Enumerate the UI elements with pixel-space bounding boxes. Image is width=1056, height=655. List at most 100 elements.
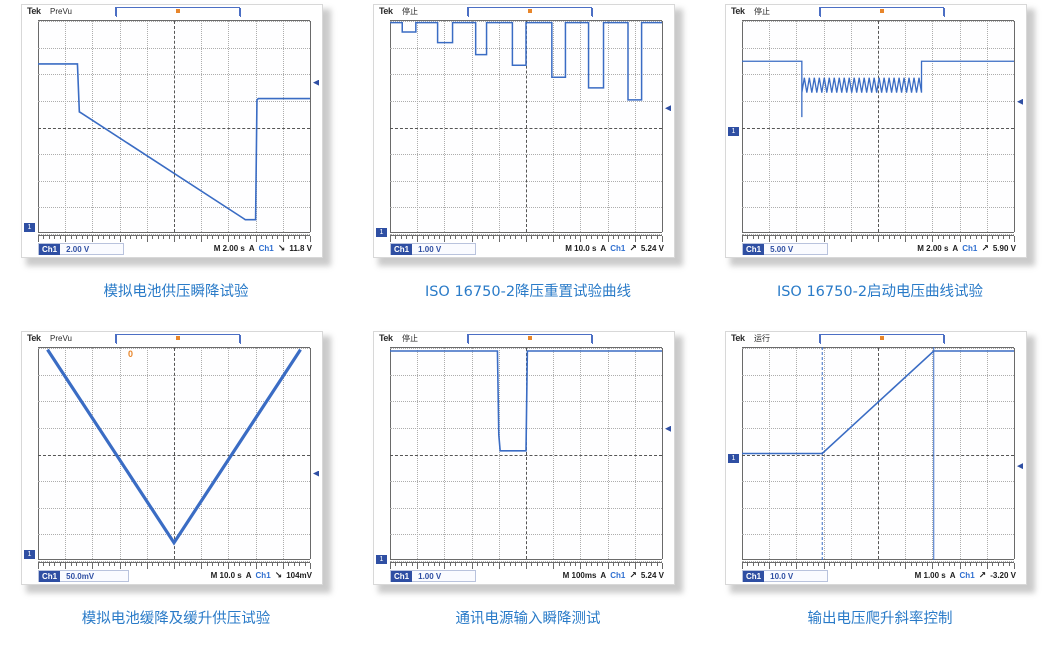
scope-screenshot: Tek 停止 1 Ch1 1.00 V M 10.0 s A Ch1 ↗ 5.24 V	[373, 4, 683, 266]
panel-caption: 输出电压爬升斜率控制	[807, 611, 953, 627]
time-ruler	[742, 235, 1015, 242]
scope-top-bar: Tek PreVu	[22, 332, 322, 347]
waveform-trace	[38, 20, 310, 233]
trigger-readout[interactable]: M 1.00 s A Ch1 ↗ -3.20 V	[915, 570, 1016, 581]
channel-badge: Ch1	[391, 243, 413, 255]
channel-readout[interactable]: Ch1 10.0 V	[742, 570, 829, 582]
trigger-channel: Ch1	[610, 571, 626, 580]
trigger-level-marker	[1017, 98, 1023, 105]
readout-bar: Ch1 1.00 V M 10.0 s A Ch1 ↗ 5.24 V	[374, 235, 674, 257]
trigger-level-readout: 104mV	[286, 571, 312, 580]
acquisition-state: 停止	[754, 7, 770, 16]
panel-caption: 通讯电源输入瞬降测试	[455, 611, 601, 627]
panel-caption: 模拟电池供压瞬降试验	[103, 284, 249, 300]
channel-vertical-scale: 50.0mV	[66, 571, 95, 581]
trigger-level-marker	[313, 79, 319, 86]
trigger-slope-icon: ↘	[277, 243, 286, 253]
ground-marker-glyph: 1	[27, 551, 32, 559]
trigger-source-prefix: A	[245, 571, 252, 580]
waveform-trace	[742, 20, 1014, 233]
time-ruler	[38, 562, 311, 569]
scope-top-bar: Tek 停止	[374, 5, 674, 20]
time-ruler	[390, 235, 663, 242]
record-position-bar	[115, 334, 241, 344]
ground-marker-glyph: 1	[731, 127, 736, 135]
trigger-channel: Ch1	[610, 244, 626, 253]
channel-readout[interactable]: Ch1 1.00 V	[390, 243, 477, 255]
tek-logo: Tek	[27, 6, 41, 16]
trigger-level-readout: -3.20 V	[990, 571, 1016, 580]
acquisition-state: PreVu	[50, 334, 72, 343]
waveform-trace	[390, 20, 662, 233]
channel-readout[interactable]: Ch1 5.00 V	[742, 243, 829, 255]
trigger-level-marker	[313, 470, 319, 477]
channel-vertical-scale: 1.00 V	[418, 244, 442, 254]
channel-badge: Ch1	[743, 243, 765, 255]
readout-bar: Ch1 1.00 V M 100ms A Ch1 ↗ 5.24 V	[374, 562, 674, 584]
trigger-readout[interactable]: M 100ms A Ch1 ↗ 5.24 V	[563, 570, 664, 581]
trigger-readout[interactable]: M 10.0 s A Ch1 ↗ 5.24 V	[565, 243, 664, 254]
panel-caption: ISO 16750-2降压重置试验曲线	[424, 284, 632, 300]
trigger-source-prefix: A	[248, 244, 255, 253]
acquisition-state: 停止	[402, 334, 418, 343]
channel-readout[interactable]: Ch1 2.00 V	[38, 243, 125, 255]
scope-panel-5: Tek 停止 1 Ch1 1.00 V M 100ms A Ch1 ↗ 5.24 V 通讯电源输入瞬…	[352, 327, 704, 654]
trigger-readout[interactable]: M 10.0 s A Ch1 ↘ 104mV	[211, 570, 312, 581]
time-ruler	[38, 235, 311, 242]
trigger-source-prefix: A	[952, 244, 959, 253]
scope-top-bar: Tek PreVu	[22, 5, 322, 20]
channel-badge: Ch1	[39, 570, 61, 582]
channel-vertical-scale: 1.00 V	[418, 571, 442, 581]
readout-bar: Ch1 50.0mV M 10.0 s A Ch1 ↘ 104mV	[22, 562, 322, 584]
tek-logo: Tek	[731, 6, 745, 16]
trigger-level-marker	[665, 425, 671, 432]
record-position-bar	[115, 7, 241, 17]
channel-vertical-scale: 10.0 V	[770, 571, 794, 581]
channel-readout[interactable]: Ch1 50.0mV	[38, 570, 130, 582]
channel-ground-marker: 1	[728, 453, 739, 463]
trigger-slope-icon: ↗	[978, 570, 987, 580]
channel-badge: Ch1	[391, 570, 413, 582]
timebase-readout: M 2.00 s	[917, 244, 949, 253]
scope-screen: Tek 停止 1 Ch1 5.00 V M 2.00 s A Ch1 ↗ 5.90 V	[725, 4, 1027, 258]
tek-logo: Tek	[379, 333, 393, 343]
scope-screen: Tek 停止 1 Ch1 1.00 V M 100ms A Ch1 ↗ 5.24 V	[373, 331, 675, 585]
record-position-bar	[819, 334, 945, 344]
scope-screenshot: Tek 停止 1 Ch1 5.00 V M 2.00 s A Ch1 ↗ 5.90 V	[725, 4, 1035, 266]
channel-ground-marker: 1	[376, 227, 387, 237]
graticule	[742, 20, 1015, 235]
readout-bar: Ch1 5.00 V M 2.00 s A Ch1 ↗ 5.90 V	[726, 235, 1026, 257]
tek-logo: Tek	[27, 333, 41, 343]
trigger-slope-icon: ↘	[274, 570, 283, 580]
trigger-readout[interactable]: M 2.00 s A Ch1 ↘ 11.8 V	[214, 243, 312, 254]
channel-vertical-scale: 5.00 V	[770, 244, 794, 254]
trigger-level-readout: 5.24 V	[640, 244, 664, 253]
time-ruler	[742, 562, 1015, 569]
channel-readout[interactable]: Ch1 1.00 V	[390, 570, 477, 582]
trigger-channel: Ch1	[255, 571, 271, 580]
scope-screen: Tek PreVu 1 0 Ch1 50.0mV M 10.0 s A Ch1 ↘ 104mV	[21, 331, 323, 585]
channel-ground-marker: 1	[24, 550, 35, 560]
ground-marker-glyph: 1	[379, 228, 384, 236]
record-position-bar	[467, 7, 593, 17]
trigger-readout[interactable]: M 2.00 s A Ch1 ↗ 5.90 V	[917, 243, 1016, 254]
timebase-readout: M 1.00 s	[914, 571, 946, 580]
scope-top-bar: Tek 停止	[726, 5, 1026, 20]
scope-screenshot: Tek PreVu 1 0 Ch1 50.0mV M 10.0 s A Ch1 ↘ 104mV	[21, 331, 331, 593]
graticule	[38, 20, 311, 235]
ground-marker-glyph: 1	[731, 454, 736, 462]
waveform-trace	[38, 347, 310, 560]
tek-logo: Tek	[731, 333, 745, 343]
trigger-source-prefix: A	[600, 244, 607, 253]
ground-marker-glyph: 1	[379, 555, 384, 563]
scope-screenshot: Tek 停止 1 Ch1 1.00 V M 100ms A Ch1 ↗ 5.24 V	[373, 331, 683, 593]
scope-panel-2: Tek 停止 1 Ch1 1.00 V M 10.0 s A Ch1 ↗ 5.24 V ISO 16…	[352, 0, 704, 327]
panel-caption: 模拟电池缓降及缓升供压试验	[81, 611, 271, 627]
acquisition-state: 停止	[402, 7, 418, 16]
